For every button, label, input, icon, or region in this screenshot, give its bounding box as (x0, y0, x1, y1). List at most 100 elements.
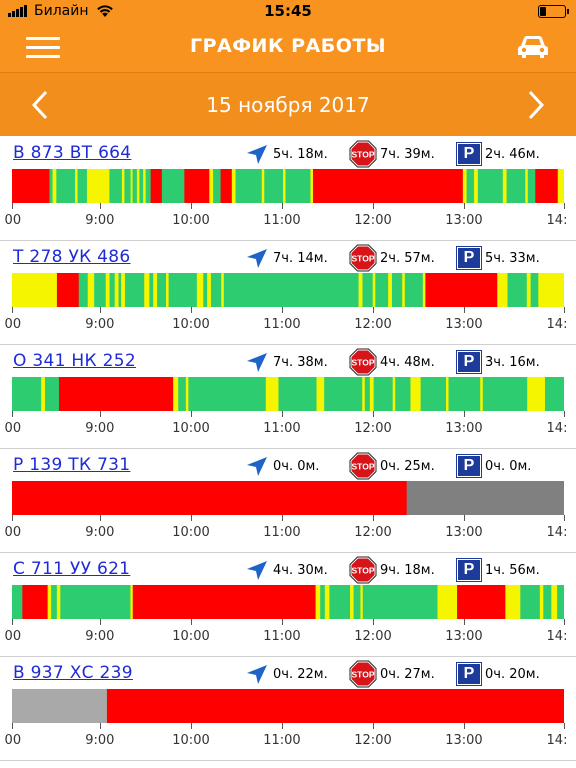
axis-label-left-edge: 00 (4, 317, 22, 332)
axis-tick (373, 619, 374, 625)
chevron-left-icon[interactable] (26, 89, 56, 121)
timeline-segment-moving (12, 585, 23, 619)
date-label[interactable]: 15 ноября 2017 (206, 93, 370, 117)
axis-tick (281, 411, 283, 417)
vehicle-plate-link[interactable]: Р 139 ТК 731 (13, 455, 131, 475)
timeline-segment-moving (124, 169, 131, 203)
axis-label-left-edge: 00 (4, 213, 22, 228)
timeline-segment-moving (51, 585, 58, 619)
status-bar: Билайн 15:45 (0, 0, 576, 24)
vehicle-plate-link[interactable]: В 937 ХС 239 (13, 663, 133, 683)
timeline-segment-moving (139, 169, 144, 203)
timeline-segment-idle (207, 273, 212, 307)
timeline-segment-moving (448, 377, 481, 411)
stopped-time-value: 2ч. 57м. (380, 250, 435, 266)
timeline-segment-moving (118, 273, 122, 307)
timeline-segment-idle (315, 585, 321, 619)
activity-timeline[interactable] (12, 377, 564, 411)
timeline-segment-moving (320, 585, 326, 619)
timeline-segment-idle (551, 585, 558, 619)
axis-tick (191, 723, 192, 729)
axis-label: 10:00 (172, 629, 210, 644)
axis-label: 13:00 (445, 629, 483, 644)
activity-timeline[interactable] (12, 585, 564, 619)
timeline-segment-moving (375, 273, 389, 307)
chevron-right-icon[interactable] (520, 89, 550, 121)
axis-tick (373, 515, 374, 521)
timeline-segment-moving (530, 273, 539, 307)
activity-timeline[interactable] (12, 481, 564, 515)
axis-tick (463, 515, 465, 521)
vehicle-plate-link[interactable]: Т 278 УК 486 (13, 247, 131, 267)
stopped-time-value: 0ч. 25м. (380, 458, 435, 474)
svg-text:STOP: STOP (352, 254, 375, 264)
parking-icon: P (456, 246, 482, 270)
svg-text:STOP: STOP (352, 358, 375, 368)
svg-text:STOP: STOP (352, 150, 375, 160)
timeline-segment-idle (539, 585, 544, 619)
timeline-segment-idle (47, 585, 52, 619)
date-bar: 15 ноября 2017 (0, 72, 576, 136)
timeline-segment-idle (196, 273, 204, 307)
hamburger-icon[interactable] (26, 37, 60, 59)
activity-timeline[interactable] (12, 689, 564, 723)
axis-tick (564, 203, 565, 209)
car-icon[interactable] (516, 34, 550, 60)
parking-icon: P (456, 142, 482, 166)
timeline-segment-stopped (106, 689, 564, 723)
timeline-segment-idle (369, 377, 374, 411)
axis-label: 13:00 (445, 525, 483, 540)
timeline-segment-moving (324, 377, 363, 411)
axis-tick (463, 203, 465, 209)
navigation-arrow-icon (247, 249, 267, 268)
timeline-segment-idle (136, 169, 140, 203)
vehicle-card: О 341 НК 252 7ч. 38м. STOP 4ч. 48м. P 3ч. 16м… (0, 345, 576, 449)
nav-bar: ГРАФИК РАБОТЫ (0, 24, 576, 72)
timeline-segment-idle (143, 169, 146, 203)
time-axis (12, 203, 565, 213)
parked-time-value: 1ч. 56м. (485, 562, 540, 578)
axis-label: 12:00 (354, 733, 392, 748)
parked-time-value: 3ч. 16м. (485, 354, 540, 370)
parking-icon: P (456, 350, 482, 374)
axis-label: 11:00 (263, 733, 301, 748)
stopped-time-value: 7ч. 39м. (380, 146, 435, 162)
timeline-segment-stopped (56, 273, 80, 307)
svg-text:STOP: STOP (352, 566, 375, 576)
timeline-segment-idle (527, 377, 546, 411)
timeline-segment-moving (544, 377, 564, 411)
stop-sign-icon: STOP (349, 244, 377, 272)
timeline-segment-moving (60, 585, 131, 619)
axis-tick (191, 307, 192, 313)
axis-label: 12:00 (354, 213, 392, 228)
timeline-segment-stopped (457, 585, 506, 619)
moving-time-stat: 7ч. 38м. (245, 351, 328, 373)
activity-timeline[interactable] (12, 273, 564, 307)
timeline-segment-idle (358, 273, 363, 307)
timeline-segment-idle (480, 377, 484, 411)
timeline-segment-moving (477, 169, 504, 203)
vehicle-plate-link[interactable]: С 711 УУ 621 (13, 559, 131, 579)
timeline-segment-idle (261, 169, 265, 203)
timeline-segment-moving (482, 377, 528, 411)
timeline-segment-idle (86, 169, 110, 203)
timeline-segment-idle (173, 377, 179, 411)
axis-tick (564, 619, 565, 625)
timeline-segment-idle (372, 273, 376, 307)
timeline-segment-moving (543, 585, 552, 619)
axis-tick (99, 411, 101, 417)
timeline-segment-moving (404, 273, 424, 307)
vehicle-plate-link[interactable]: О 341 НК 252 (13, 351, 136, 371)
moving-time-stat: 0ч. 0м. (245, 455, 319, 477)
timeline-segment-idle (410, 377, 421, 411)
axis-tick (12, 515, 13, 521)
stop-sign-icon: STOP (349, 348, 377, 376)
axis-tick (463, 411, 465, 417)
axis-tick (463, 723, 465, 729)
timeline-segment-moving (203, 273, 208, 307)
timeline-segment-moving (149, 273, 154, 307)
activity-timeline[interactable] (12, 169, 564, 203)
vehicle-plate-link[interactable]: В 873 ВТ 664 (13, 143, 132, 163)
axis-label: 9:00 (85, 525, 115, 540)
timeline-segment-idle (526, 273, 531, 307)
